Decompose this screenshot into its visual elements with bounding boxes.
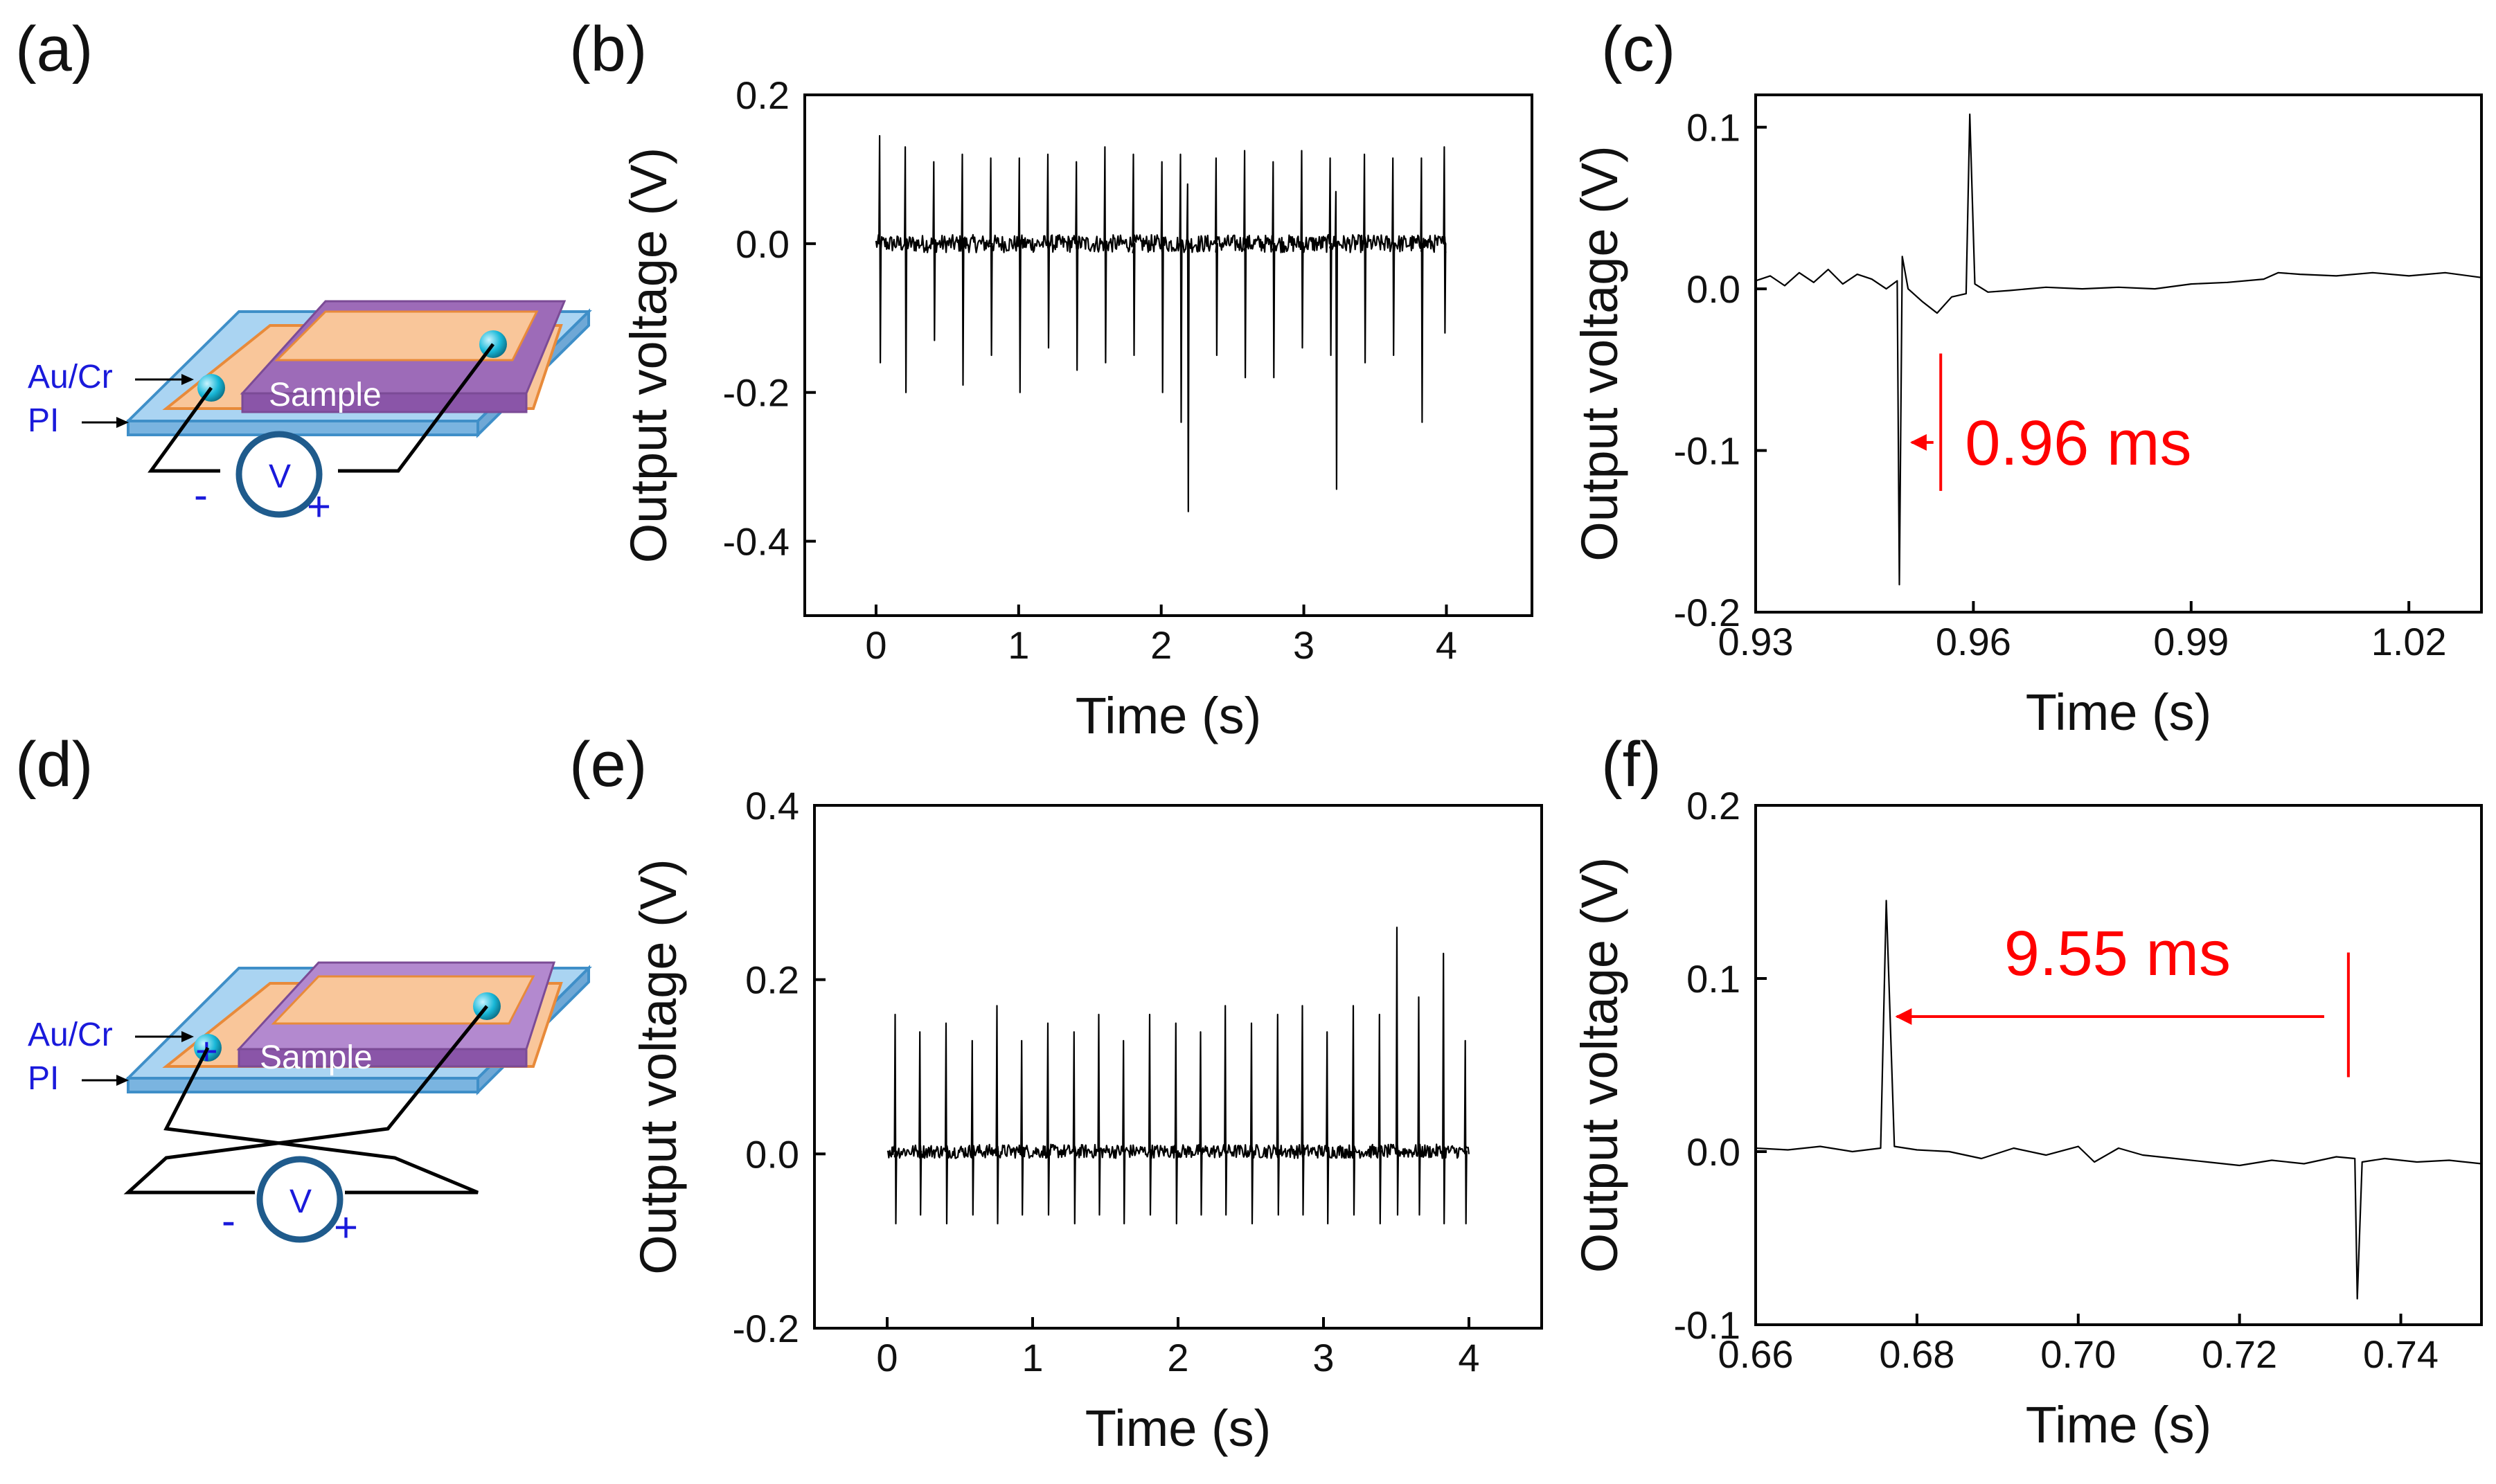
panel-label-d: (d) [15, 729, 93, 800]
interval-annotation: 9.55 ms [2004, 918, 2231, 989]
y-tick-label: -0.4 [723, 520, 790, 564]
x-tick-label: 1 [1008, 623, 1029, 667]
chart-e: (e) 0 1 2 3 4 0.4 0.2 0.0 -0.2 Time (s) Output volt… [569, 729, 1543, 1457]
pi-arrowhead [116, 417, 129, 428]
x-tick-label: 0 [876, 1336, 898, 1379]
y-tick-label: -0.2 [733, 1307, 800, 1350]
panel-label-c: (c) [1601, 14, 1675, 84]
x-tick-label: 4 [1458, 1336, 1479, 1379]
au-cr-label: Au/Cr [28, 1017, 113, 1053]
x-tick-label: 3 [1293, 623, 1314, 667]
y-tick-label: 0.0 [736, 222, 790, 266]
y-tick-label: 0.2 [1686, 784, 1740, 828]
schematic-d: (d) Sample + V - + Au/Cr PI [15, 729, 592, 1251]
y-tick-label: -0.1 [1674, 429, 1741, 473]
plus-sign: + [334, 1204, 358, 1251]
voltmeter [256, 1156, 344, 1243]
x-tick-label: 0.66 [1718, 1332, 1794, 1376]
chart-f: (f) 0.66 0.68 0.70 0.72 0.74 0.2 0.1 0.0 -0.1 Time… [1571, 729, 2483, 1454]
x-axis-label: Time (s) [2026, 683, 2212, 741]
sample-front [238, 1048, 528, 1068]
y-axis-label: Output voltage (V) [620, 147, 677, 564]
x-tick-label: 0.96 [1936, 620, 2011, 663]
voltage-trace [875, 135, 1447, 512]
plot-frame [1754, 804, 2483, 1326]
y-tick-label: 0.1 [1686, 957, 1740, 1001]
voltage-trace [886, 927, 1470, 1225]
x-tick-label: 3 [1312, 1336, 1334, 1379]
plot-frame [803, 93, 1533, 617]
voltmeter-label: V [289, 1183, 312, 1220]
y-tick-label: 0.1 [1686, 106, 1740, 150]
y-axis-label: Output voltage (V) [630, 859, 687, 1275]
wire-right [338, 343, 495, 473]
x-tick-label: 0.68 [1879, 1332, 1954, 1376]
pi-label: PI [28, 402, 59, 439]
plus-sign: + [307, 483, 331, 530]
x-tick-label: 0.74 [2363, 1332, 2439, 1376]
top-electrode [271, 975, 535, 1025]
y-axis-label: Output voltage (V) [1571, 857, 1628, 1273]
x-axis-label: Time (s) [1085, 1400, 1272, 1457]
au-cr-label: Au/Cr [28, 359, 113, 395]
y-tick-label: -0.1 [1674, 1303, 1741, 1347]
y-tick-label: -0.2 [723, 371, 790, 415]
x-tick-label: 2 [1167, 1336, 1188, 1379]
plot-frame [813, 804, 1543, 1330]
interval-annotation: 0.96 ms [1965, 408, 2191, 479]
pi-label: PI [28, 1060, 59, 1097]
wire-crossed-2 [123, 1005, 488, 1195]
chart-b: (b) 0 1 2 3 4 0.2 0.0 -0.2 -0.4 Time (s) Output vol… [569, 14, 1533, 744]
x-tick-label: 0 [865, 623, 886, 667]
x-tick-label: 0.93 [1718, 620, 1794, 663]
voltage-trace [1755, 113, 2482, 586]
x-tick-label: 0.72 [2202, 1332, 2277, 1376]
x-axis-label: Time (s) [2026, 1396, 2212, 1454]
x-tick-label: 1 [1022, 1336, 1043, 1379]
x-tick-label: 4 [1436, 623, 1457, 667]
pi-arrowhead [116, 1075, 129, 1086]
sample-label: Sample [260, 1039, 373, 1076]
voltmeter [235, 431, 323, 518]
y-tick-label: 0.0 [1686, 267, 1740, 311]
voltage-trace [1755, 900, 2482, 1300]
minus-sign: - [222, 1197, 235, 1244]
y-tick-label: -0.2 [1674, 591, 1741, 634]
y-tick-label: 0.0 [745, 1132, 799, 1176]
x-tick-label: 1.02 [2371, 620, 2447, 663]
panel-label-b: (b) [569, 14, 647, 84]
au-cr-arrowhead [181, 374, 194, 385]
x-tick-label: 0.99 [2153, 620, 2229, 663]
y-tick-label: 0.2 [736, 73, 790, 117]
x-tick-label: 0.70 [2040, 1332, 2116, 1376]
minus-sign: - [194, 472, 208, 518]
top-electrode [274, 310, 539, 361]
y-tick-label: 0.2 [745, 958, 799, 1002]
panel-label-a: (a) [15, 14, 93, 84]
plot-frame [1754, 93, 2483, 614]
x-axis-label: Time (s) [1076, 687, 1262, 744]
y-tick-label: 0.0 [1686, 1130, 1740, 1174]
sample-front [241, 392, 528, 413]
wire-left [148, 386, 220, 473]
x-tick-label: 2 [1150, 623, 1172, 667]
au-cr-arrowhead [181, 1031, 194, 1042]
panel-label-f: (f) [1601, 729, 1661, 800]
panel-label-e: (e) [569, 729, 647, 800]
voltmeter-label: V [269, 458, 291, 495]
y-axis-label: Output voltage (V) [1571, 145, 1628, 562]
wire-crossed-1 [163, 1046, 479, 1195]
sample-label: Sample [269, 377, 382, 413]
y-tick-label: 0.4 [745, 784, 799, 828]
schematic-a: (a) Sample V - + Au/Cr PI [15, 14, 592, 530]
chart-c: (c) 0.93 0.96 0.99 1.02 0.1 0.0 -0.1 -0.2 Time (s… [1571, 14, 2483, 741]
